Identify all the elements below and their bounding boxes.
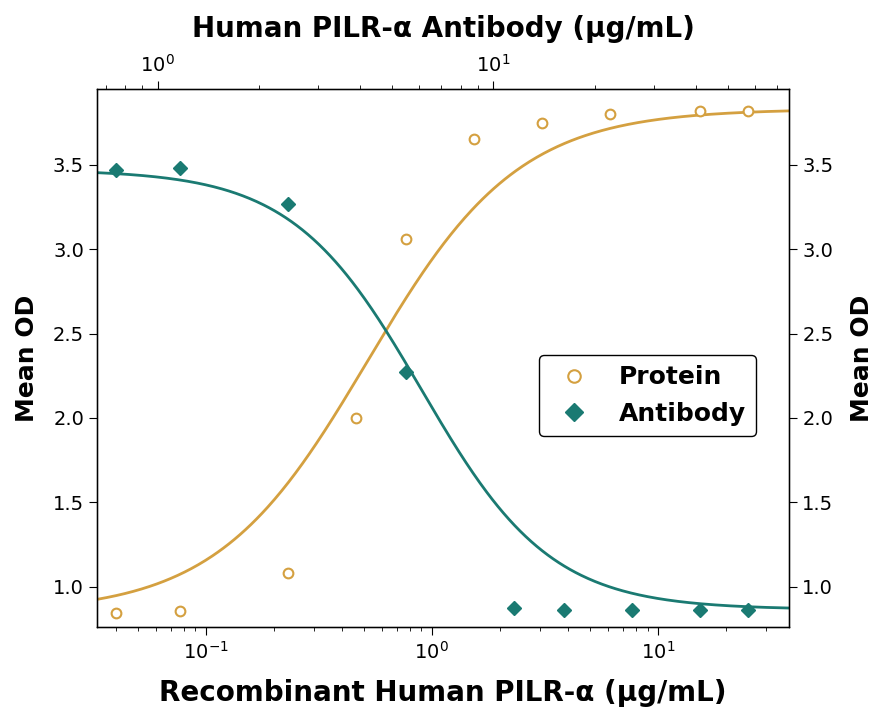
Legend: Protein, Antibody: Protein, Antibody bbox=[539, 355, 756, 436]
X-axis label: Recombinant Human PILR-α (μg/mL): Recombinant Human PILR-α (μg/mL) bbox=[159, 679, 727, 707]
X-axis label: Human PILR-α Antibody (μg/mL): Human PILR-α Antibody (μg/mL) bbox=[192, 15, 694, 43]
Y-axis label: Mean OD: Mean OD bbox=[15, 295, 39, 422]
Y-axis label: Mean OD: Mean OD bbox=[850, 295, 874, 422]
